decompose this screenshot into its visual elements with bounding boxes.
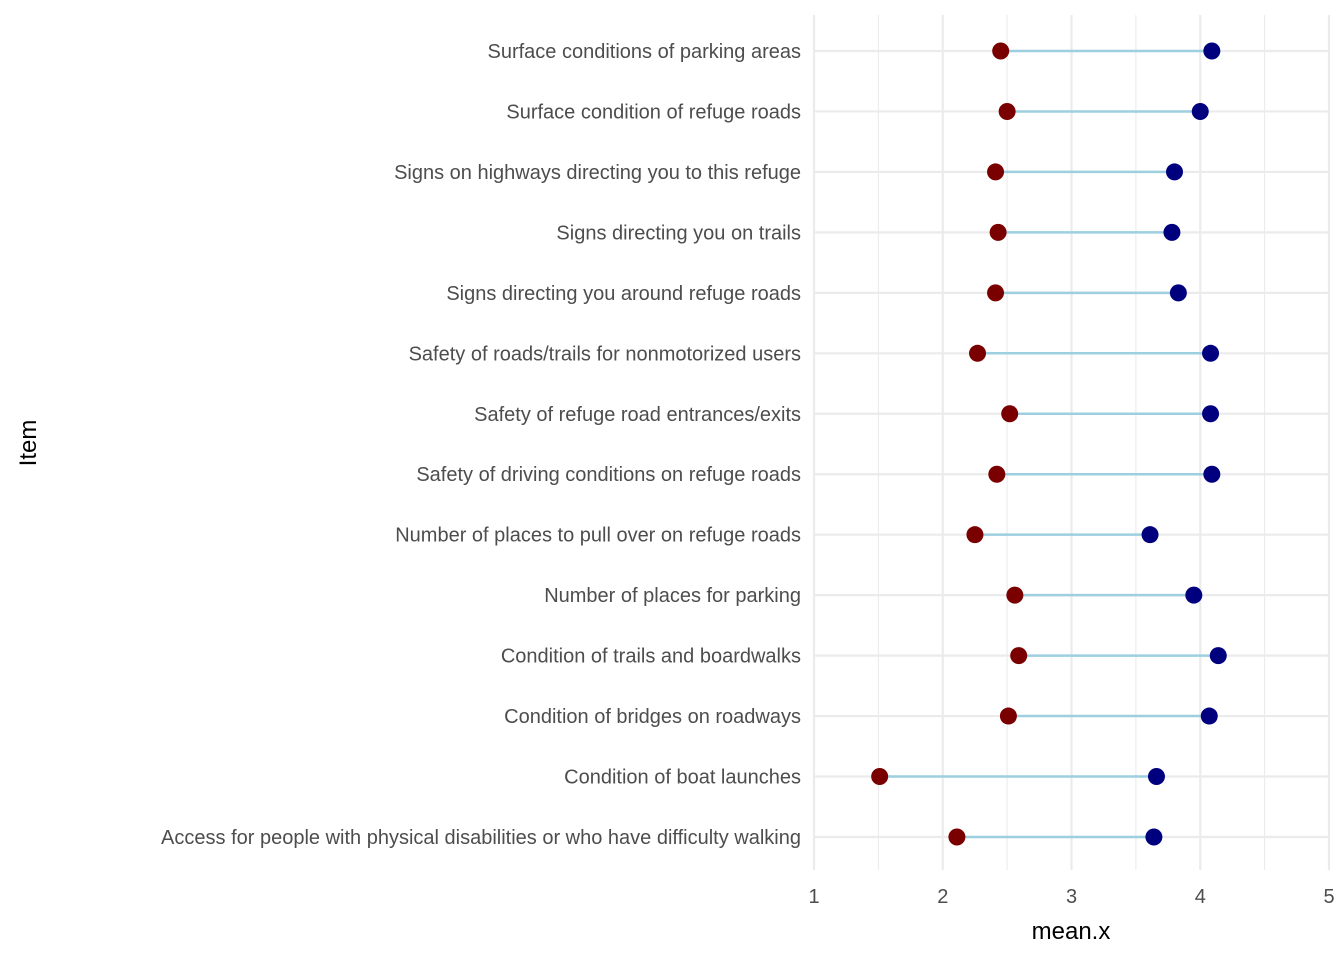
category-label: Number of places to pull over on refuge …: [395, 525, 801, 547]
category-label: Safety of roads/trails for nonmotorized …: [409, 343, 801, 365]
high-point: [1169, 284, 1187, 302]
category-label: Number of places for parking: [544, 585, 801, 607]
category-label: Safety of driving conditions on refuge r…: [416, 464, 801, 486]
category-label: Signs directing you on trails: [556, 222, 801, 244]
low-point: [988, 465, 1006, 483]
low-point: [987, 163, 1005, 181]
grid-lines: [812, 15, 1331, 870]
high-point: [1145, 828, 1163, 846]
x-tick-label: 3: [1066, 886, 1077, 908]
low-point: [1001, 405, 1019, 423]
category-label: Surface conditions of parking areas: [487, 41, 801, 63]
high-point: [1203, 465, 1221, 483]
low-point: [992, 42, 1010, 60]
category-label: Condition of boat launches: [564, 767, 801, 789]
category-label: Condition of bridges on roadways: [504, 706, 801, 728]
high-point: [1202, 344, 1220, 362]
high-point: [1200, 707, 1218, 725]
low-point: [948, 828, 966, 846]
low-point: [987, 284, 1005, 302]
low-point: [966, 526, 984, 544]
high-point: [1163, 223, 1181, 241]
low-point: [1010, 647, 1028, 665]
high-point: [1185, 586, 1203, 604]
points: [871, 42, 1227, 846]
low-point: [998, 102, 1016, 120]
x-tick-label: 4: [1195, 886, 1206, 908]
category-label: Access for people with physical disabili…: [161, 827, 801, 849]
high-point: [1147, 768, 1165, 786]
category-label: Surface condition of refuge roads: [506, 101, 801, 123]
low-point: [871, 768, 889, 786]
high-point: [1191, 102, 1209, 120]
low-point: [989, 223, 1007, 241]
high-point: [1141, 526, 1159, 544]
low-point: [969, 344, 987, 362]
x-tick-label: 5: [1323, 886, 1334, 908]
category-labels: Surface conditions of parking areas Surfa…: [161, 41, 801, 849]
x-tick-labels: 1 2 3 4 5: [808, 886, 1334, 908]
y-axis-title: Item: [15, 420, 42, 467]
high-point: [1166, 163, 1183, 181]
category-label: Signs directing you around refuge roads: [446, 283, 801, 305]
high-point: [1202, 405, 1220, 423]
category-label: Signs on highways directing you to this …: [394, 162, 801, 184]
x-tick-label: 2: [937, 886, 948, 908]
low-point: [1006, 586, 1024, 604]
high-point: [1209, 647, 1227, 665]
x-tick-label: 1: [808, 886, 819, 908]
high-point: [1203, 42, 1221, 60]
low-point: [999, 707, 1017, 725]
category-label: Safety of refuge road entrances/exits: [474, 404, 801, 426]
category-label: Condition of trails and boardwalks: [501, 646, 801, 668]
x-axis-title: mean.x: [1032, 918, 1111, 945]
segments: [879, 49, 1219, 839]
